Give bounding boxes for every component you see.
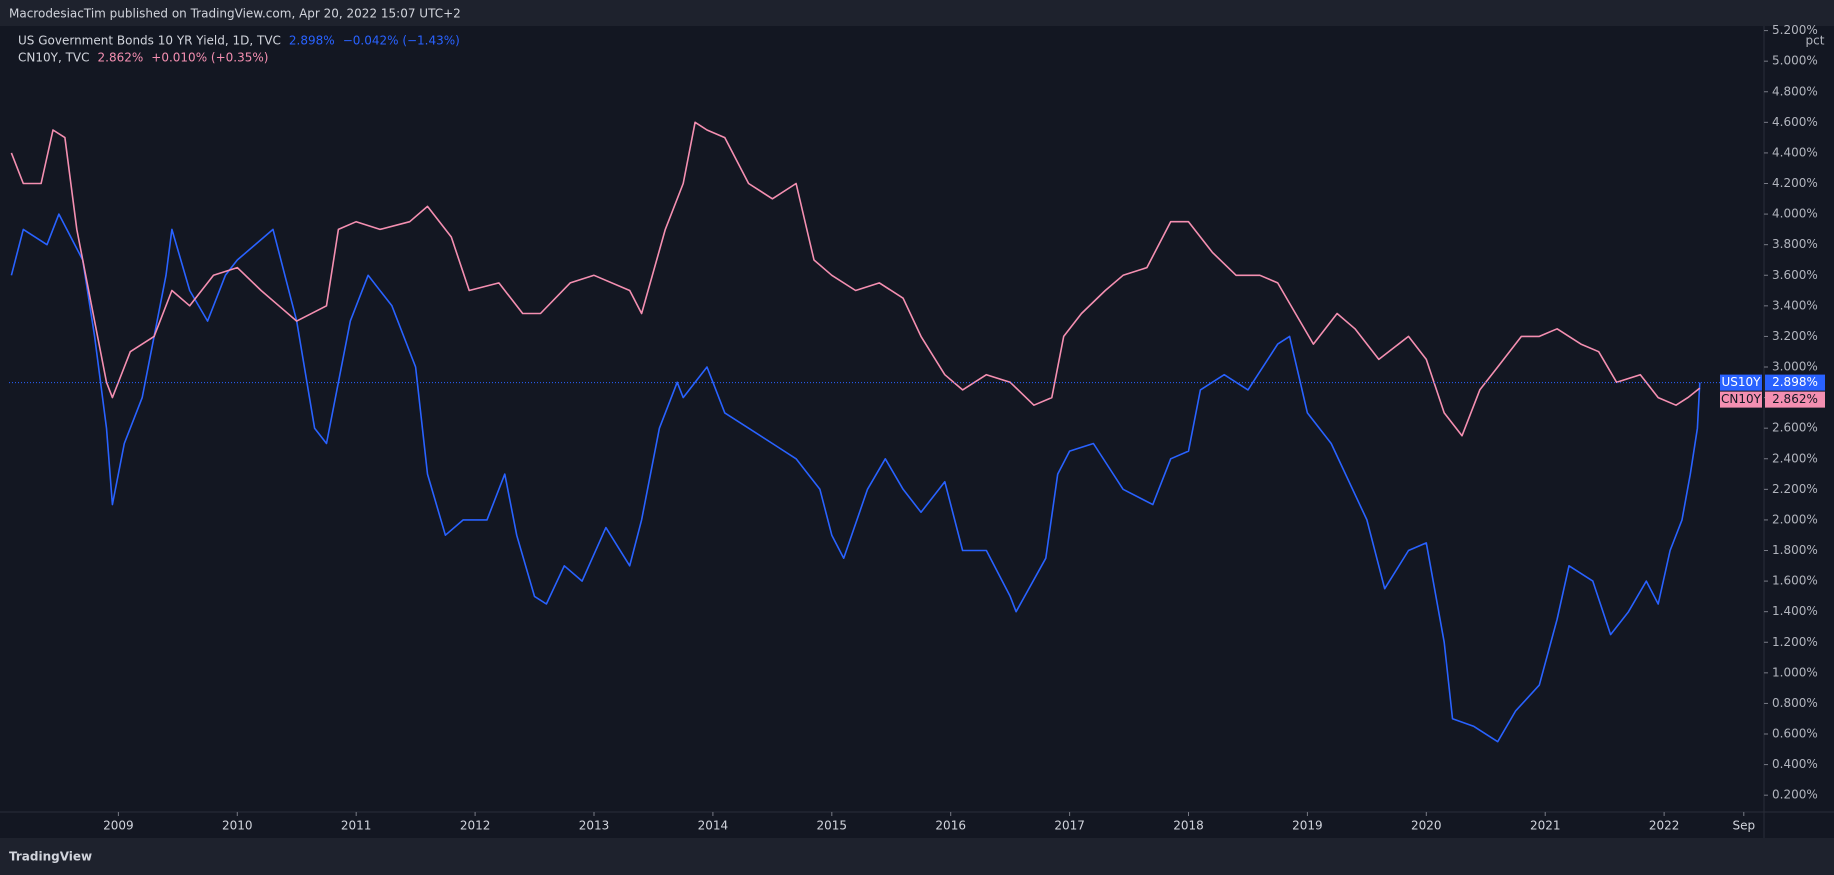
header-bar [0, 0, 1834, 26]
price-tag-name-bg [1720, 374, 1762, 391]
y-tick-label: 4.200% [1772, 176, 1818, 190]
x-tick-label: 2010 [222, 819, 253, 833]
y-tick-label: 1.000% [1772, 665, 1818, 679]
price-tag-name-bg [1720, 391, 1762, 408]
x-tick-label: 2015 [817, 819, 848, 833]
x-tick-label: 2011 [341, 819, 372, 833]
footer-logo: TradingView [9, 850, 92, 864]
legend-change: −0.042% (−1.43%) [343, 34, 460, 48]
y-tick-label: 2.200% [1772, 482, 1818, 496]
y-tick-label: 0.400% [1772, 757, 1818, 771]
y-tick-label: 2.600% [1772, 421, 1818, 435]
legend-title: CN10Y, TVC [18, 51, 90, 65]
y-tick-label: 3.600% [1772, 268, 1818, 282]
y-tick-label: 3.800% [1772, 237, 1818, 251]
y-tick-label: 0.200% [1772, 788, 1818, 802]
y-tick-label: 3.400% [1772, 298, 1818, 312]
x-tick-label: 2018 [1173, 819, 1204, 833]
x-tick-label: 2020 [1411, 819, 1442, 833]
price-tag-value: 2.898% [1772, 375, 1818, 389]
y-tick-label: 3.000% [1772, 360, 1818, 374]
y-tick-label: 4.600% [1772, 115, 1818, 129]
y-tick-label: 2.400% [1772, 451, 1818, 465]
x-tick-label: 2019 [1292, 819, 1323, 833]
price-tag-name: CN10Y [1721, 392, 1762, 406]
y-tick-label: 2.000% [1772, 512, 1818, 526]
footer-bar [0, 838, 1834, 875]
y-tick-label: 1.600% [1772, 574, 1818, 588]
y-unit: pct [1806, 34, 1825, 48]
price-tag-name: US10Y [1722, 375, 1762, 389]
y-tick-label: 4.800% [1772, 84, 1818, 98]
series-line [10, 121, 1701, 437]
series-line [10, 213, 1701, 743]
x-tick-label: Sep [1732, 819, 1755, 833]
x-tick-label: 2009 [103, 819, 134, 833]
legend-title: US Government Bonds 10 YR Yield, 1D, TVC [18, 34, 281, 48]
x-tick-label: 2014 [698, 819, 729, 833]
y-tick-label: 1.200% [1772, 635, 1818, 649]
y-tick-label: 5.200% [1772, 23, 1818, 37]
legend-change: +0.010% (+0.35%) [151, 51, 268, 65]
price-tag-value: 2.862% [1772, 392, 1818, 406]
price-tag-value-bg [1765, 391, 1825, 408]
price-tag-value-bg [1765, 374, 1825, 391]
legend-value: 2.898% [289, 34, 335, 48]
y-tick-label: 1.800% [1772, 543, 1818, 557]
y-tick-label: 4.000% [1772, 207, 1818, 221]
x-tick-label: 2021 [1530, 819, 1561, 833]
x-tick-label: 2017 [1054, 819, 1085, 833]
y-tick-label: 3.200% [1772, 329, 1818, 343]
y-tick-label: 5.000% [1772, 54, 1818, 68]
header: MacrodesiacTim published on TradingView.… [9, 7, 461, 21]
x-tick-label: 2022 [1649, 819, 1680, 833]
x-tick-label: 2013 [579, 819, 610, 833]
y-tick-label: 0.600% [1772, 727, 1818, 741]
y-tick-label: 0.800% [1772, 696, 1818, 710]
x-tick-label: 2016 [935, 819, 966, 833]
legend-value: 2.862% [98, 51, 144, 65]
x-tick-label: 2012 [460, 819, 491, 833]
y-tick-label: 4.400% [1772, 145, 1818, 159]
y-tick-label: 1.400% [1772, 604, 1818, 618]
